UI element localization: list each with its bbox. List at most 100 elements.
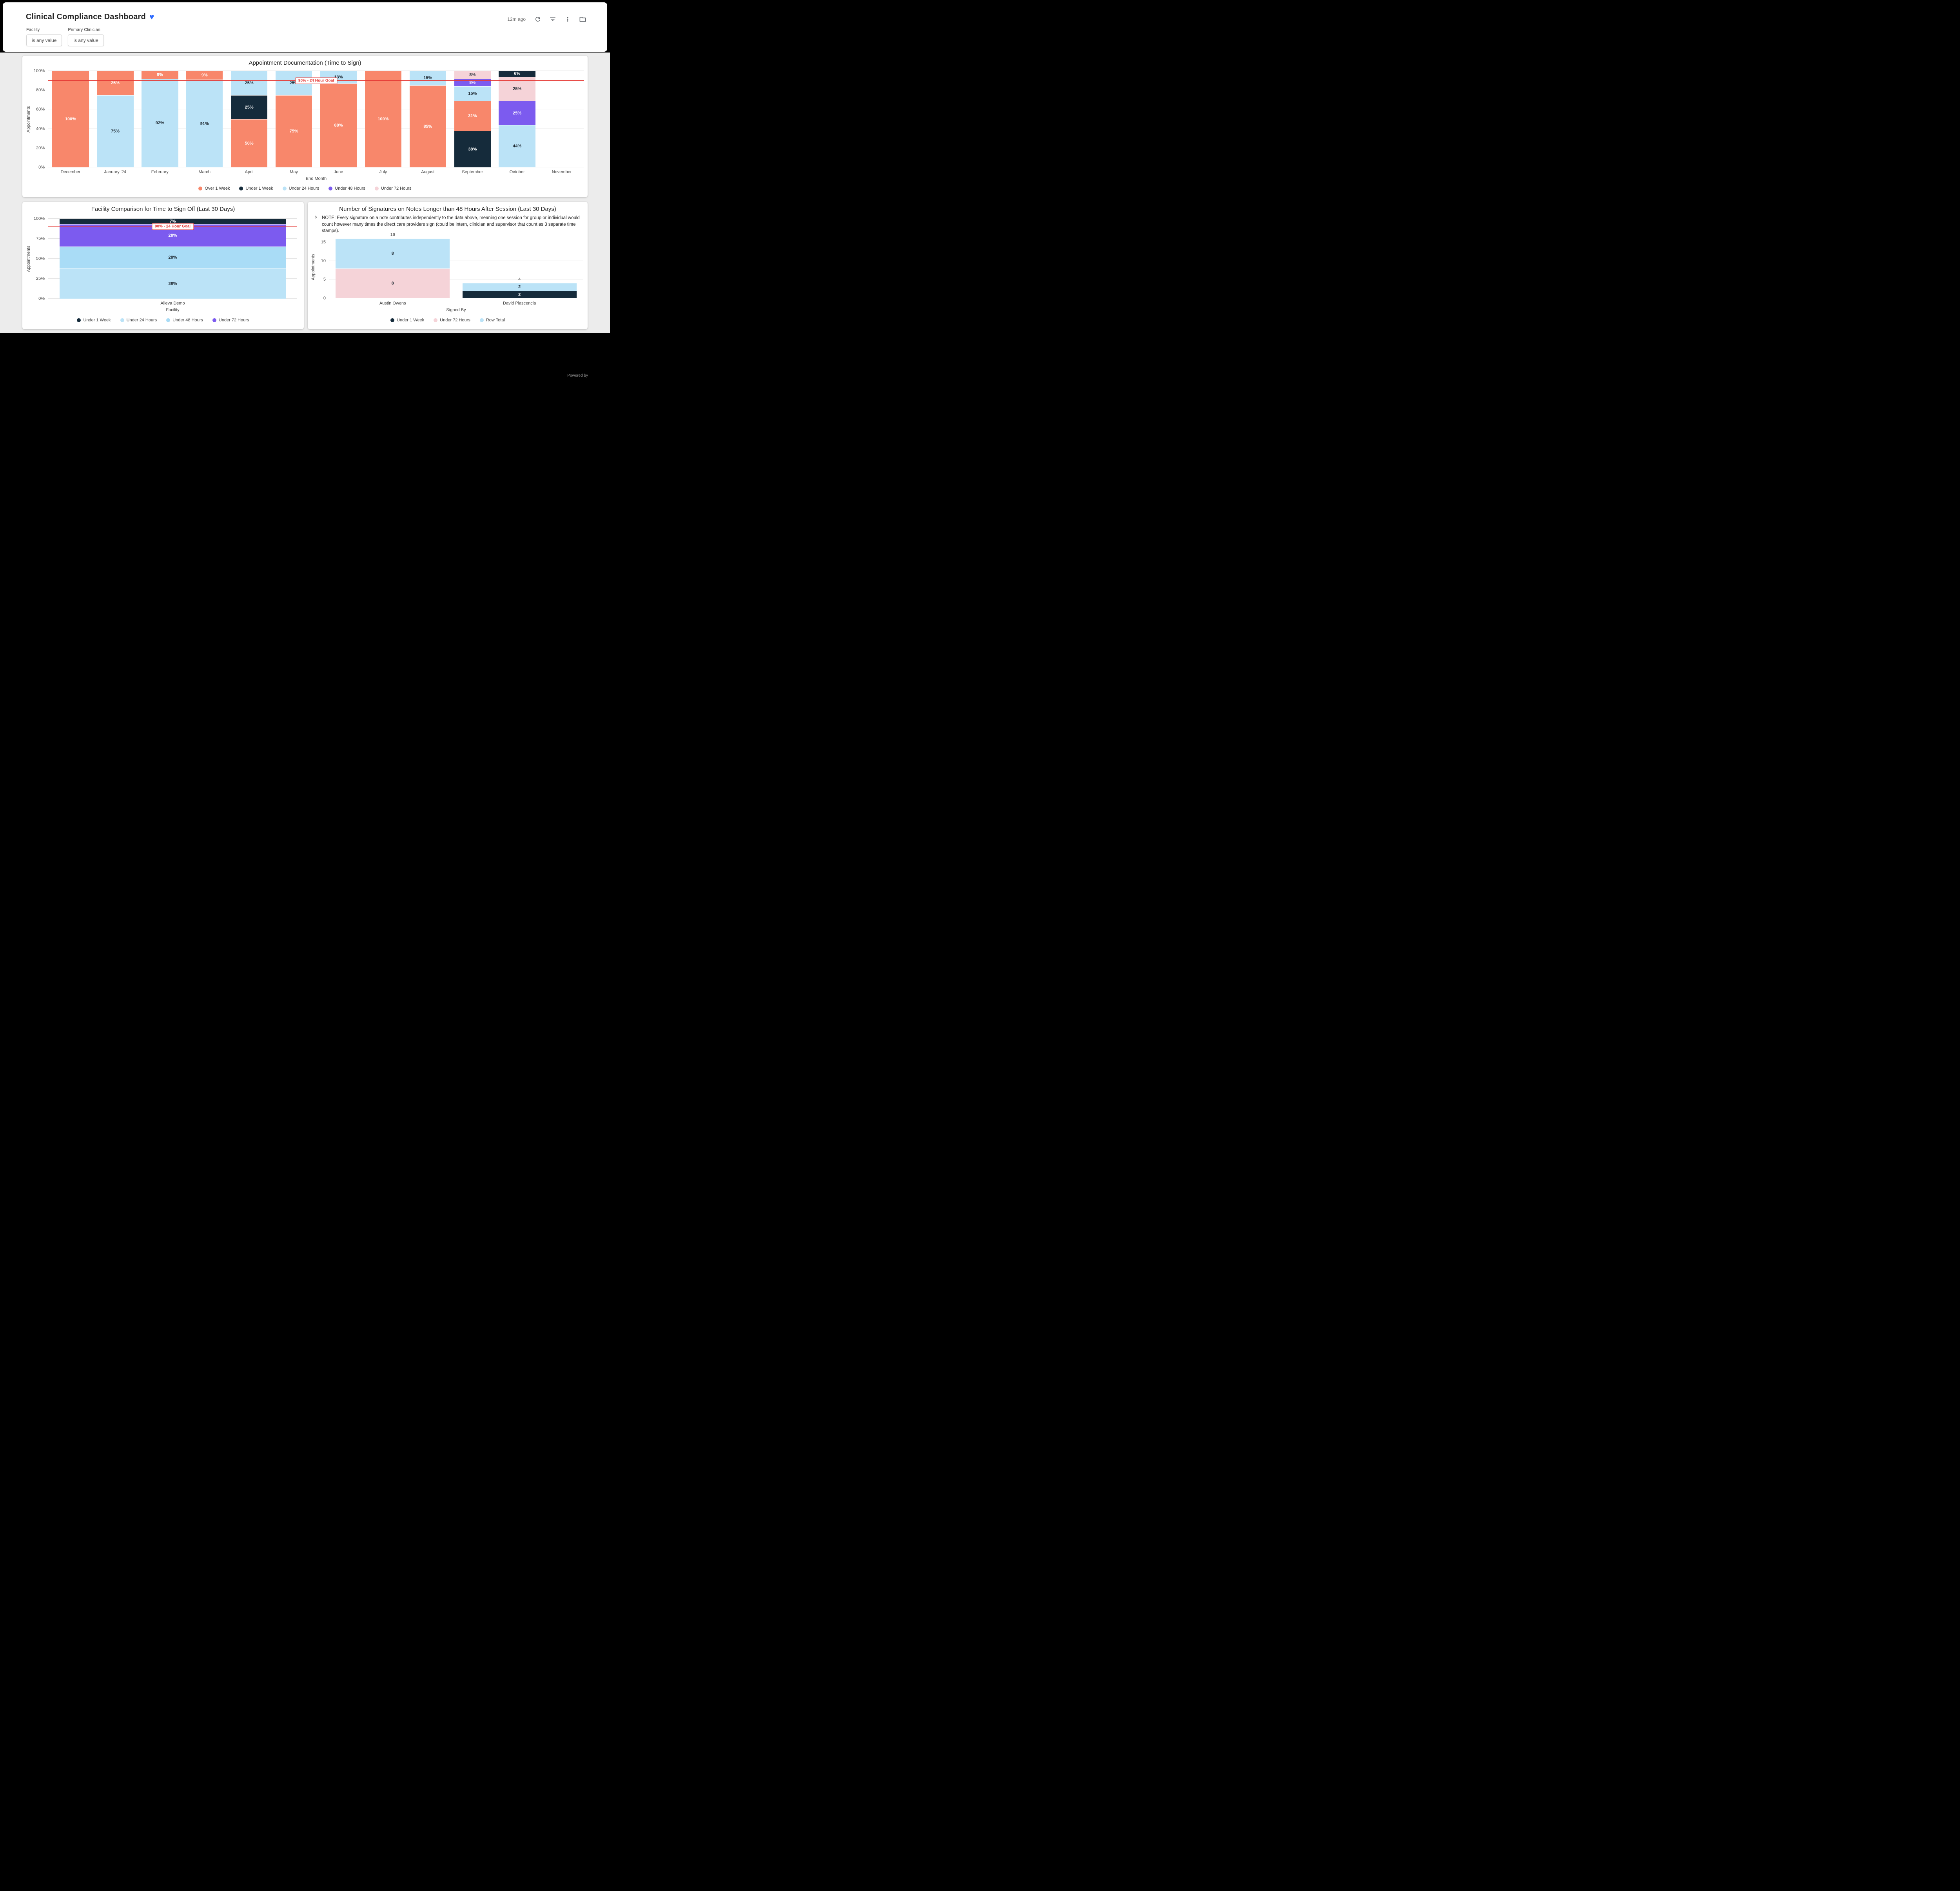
x-axis-label-alleva-demo: Alleva Demo [160,301,185,306]
legend-item-under-24-hours[interactable]: Under 24 Hours [120,318,157,323]
bar-segment-over-1-week[interactable]: 88% [320,83,357,167]
legend-item-under-48-hours[interactable]: Under 48 Hours [328,186,365,191]
bar-segment-under-72-hours[interactable]: 25% [499,76,535,101]
y-axis-tick-label: 100% [33,69,45,73]
chevron-right-icon[interactable] [313,214,319,234]
bar-value-label: 91% [200,121,209,126]
bar-segment-under-1-week[interactable]: 38% [454,131,491,167]
filter-icon[interactable] [547,13,559,25]
bar-segment-under-48-hours[interactable]: 25% [499,101,535,125]
x-axis-label-april: April [245,170,254,174]
legend-dot [198,187,203,190]
bar-value-label: 8 [391,281,394,286]
appointment-documentation-card: Appointment Documentation (Time to Sign)… [22,56,588,197]
x-axis-labels: December January '24 February March April May… [48,170,584,174]
bar-segment-under-24-hours[interactable]: 15% [454,86,491,101]
legend-item-under-1-week[interactable]: Under 1 Week [390,318,424,323]
header-actions: 12m ago [507,13,588,25]
bar-value-label: 44% [513,144,522,149]
chart-title: Appointment Documentation (Time to Sign) [249,60,361,66]
bar-segment-under-24-hours[interactable]: 15% [409,71,446,85]
bar-may: 25% 75% [275,71,312,167]
bar-segment-under-1-week[interactable]: 6% [499,71,535,77]
x-axis-label-september: September [462,170,483,174]
bar-value-label: 75% [111,129,120,134]
x-axis-labels: Alleva Demo [48,301,297,306]
facility-filter-button[interactable]: is any value [26,34,62,46]
bar-segment-over-1-week[interactable]: 75% [275,95,312,167]
bar-segment-over-1-week[interactable]: 25% [97,71,134,95]
bar-september: 8% 8% 15% 31% 38% [454,71,491,167]
legend-label: Under 24 Hours [126,318,157,323]
bar-value-label: 15% [468,91,477,96]
bar-segment-row-total[interactable]: 2 [462,283,577,291]
legend-item-under-72-hours[interactable]: Under 72 Hours [212,318,249,323]
bar-segment-over-1-week[interactable]: 100% [52,71,89,167]
bar-segment-under-24-hours[interactable]: 75% [97,95,134,167]
x-axis-label-may: May [290,170,298,174]
bar-segment-under-1-week[interactable]: 7% [59,219,286,225]
legend-item-under-24-hours[interactable]: Under 24 Hours [282,186,319,191]
bar-value-label: 8% [469,72,476,77]
bar-segment-under-24-hours[interactable]: 92% [142,78,178,167]
legend-item-under-48-hours[interactable]: Under 48 Hours [166,318,203,323]
x-axis-label-august: August [421,170,435,174]
bar-segment-over-1-week[interactable]: 85% [409,85,446,167]
legend-item-under-1-week[interactable]: Under 1 Week [239,186,273,191]
legend-item-under-72-hours[interactable]: Under 72 Hours [434,318,470,323]
x-axis-label-october: October [509,170,525,174]
bar-segment-under-24-hours[interactable]: 91% [186,80,223,167]
chart-note: NOTE: Every signature on a note contribu… [313,215,581,234]
x-axis-labels: Austin Owens David Plascencia [329,301,583,306]
legend-label: Under 48 Hours [335,186,365,191]
legend-item-under-72-hours[interactable]: Under 72 Hours [374,186,412,191]
legend: Under 1 Week Under 24 Hours Under 48 Hours… [22,318,304,323]
bar-slot: 15% 85% [405,71,450,167]
bar-segment-over-1-week[interactable]: 100% [365,71,402,167]
bar-segment-under-72-hours[interactable]: 8% [454,71,491,79]
bar-segment-row-total[interactable]: 8 [336,238,450,268]
bar-segment-under-24-hours[interactable]: 44% [499,125,535,167]
dashboard-header: Clinical Compliance Dashboard ♥ 12m ago … [3,2,607,52]
x-axis-label-june: June [334,170,343,174]
bar-slot: 13% 88% [316,71,361,167]
legend-item-under-1-week[interactable]: Under 1 Week [77,318,111,323]
bar-segment-over-1-week[interactable]: 9% [186,71,223,80]
x-axis-label-march: March [198,170,211,174]
bar-segment-over-1-week[interactable]: 31% [454,101,491,131]
bar-segment-under-1-week[interactable]: 2 [462,290,577,298]
page-title: Clinical Compliance Dashboard ♥ [26,13,154,22]
primary-clinician-filter-button[interactable]: is any value [68,34,104,46]
gridline [48,218,297,219]
bar-value-label: 9% [201,73,208,78]
bar-segment-under-24-hours[interactable]: 25% [230,71,268,95]
kebab-menu-icon[interactable] [562,13,573,25]
bar-slot: 100% [361,71,405,167]
bar-slot: 8% 8% 15% 31% 38% [450,71,495,167]
legend-label: Under 72 Hours [381,186,412,191]
bar-segment-under-48-hours[interactable]: 28% [59,246,286,269]
bar-segment-over-1-week[interactable]: 8% [142,71,178,79]
y-axis-tick-label: 0% [38,296,45,301]
bar-segment-under-1-week[interactable]: 25% [230,95,268,119]
x-axis-label-july: July [379,170,387,174]
y-axis-tick-label: 0% [38,165,45,170]
filter-bar: Facility is any value Primary Clinician … [26,27,104,46]
x-axis-label-david-plascencia: David Plascencia [503,301,536,306]
legend-item-row-total[interactable]: Row Total [479,318,505,323]
x-axis-title: Signed By [446,308,466,312]
facility-comparison-chart: Appointments 0% 25% 50% 75% 100% 7% 28% 28% 38% 9… [22,202,304,329]
y-axis-tick-label: 5 [323,277,326,282]
bar-segment-over-1-week[interactable]: 50% [230,119,268,167]
folder-icon[interactable] [577,13,588,25]
bar-segment-under-24-hours[interactable]: 38% [59,268,286,299]
bar-segment-under-48-hours[interactable]: 8% [454,78,491,87]
bar-slot: 6% 25% 25% 44% [495,71,539,167]
legend-item-over-1-week[interactable]: Over 1 Week [198,186,230,191]
legend-dot [434,318,438,322]
bar-segment-under-72-hours[interactable]: 8 [336,268,450,298]
refresh-icon[interactable] [532,13,544,25]
bar-slot [539,71,584,167]
